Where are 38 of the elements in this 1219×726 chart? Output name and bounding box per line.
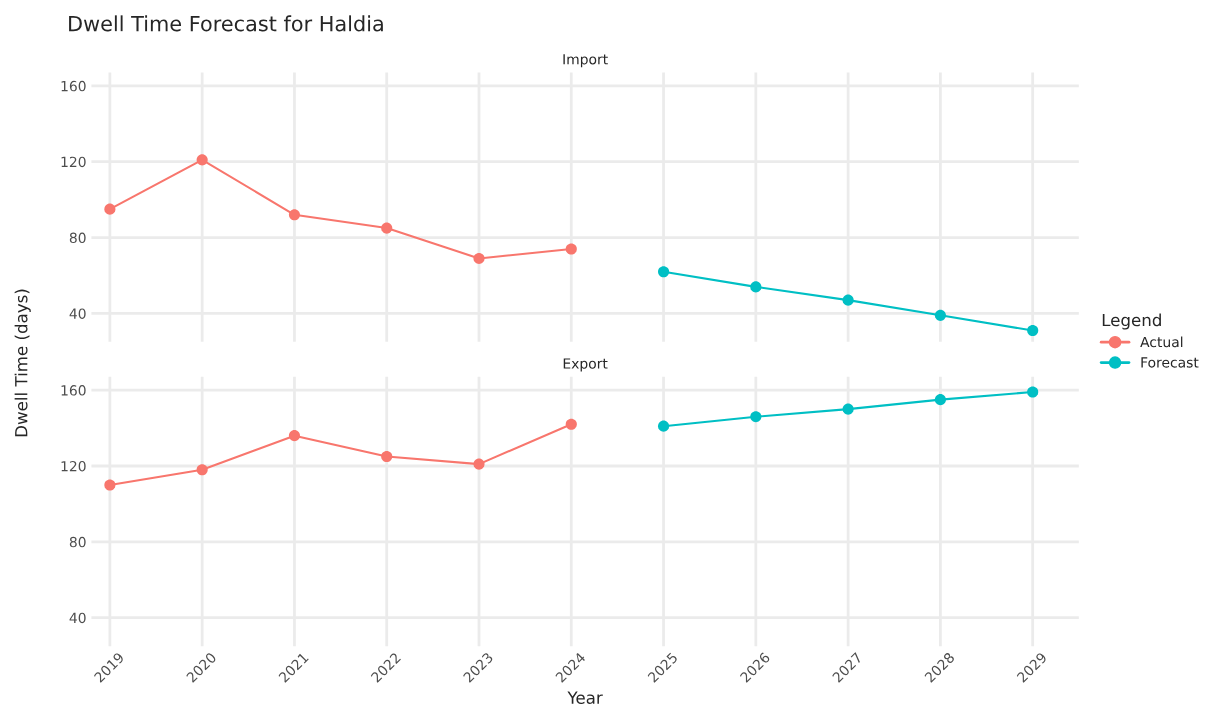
point [381,222,393,234]
chart-title: Dwell Time Forecast for Haldia [69,15,383,32]
legend-title: Legend [1102,313,1161,330]
point [565,243,577,255]
point [104,203,116,215]
point [288,209,300,221]
point [196,154,208,166]
y-tick-label: 160 [61,385,86,396]
point [288,430,300,442]
point [473,458,485,470]
y-tick-label: 40 [69,612,86,624]
point [842,403,854,415]
point [658,266,670,278]
point [934,309,946,321]
point [381,450,393,463]
point [104,479,116,491]
y-tick-label: 40 [69,308,86,319]
point [473,252,485,264]
point [196,464,208,476]
point [1027,386,1039,398]
y-tick-label: 80 [69,536,86,548]
y-tick-label: 120 [61,156,86,168]
x-axis-title: Year [567,691,603,704]
point [1027,324,1039,337]
chart-subtitle: Export [563,358,608,372]
legend-label: Actual [1140,336,1183,348]
y-tick-label: 80 [69,232,86,244]
point [565,418,577,430]
point [842,294,854,306]
point [658,420,670,432]
point [934,394,946,406]
y-tick-label: 160 [61,80,86,92]
y-tick-label: 120 [61,460,86,472]
chart-subtitle: Import [563,54,608,68]
point [750,411,762,423]
point [750,281,762,293]
legend-label: Forecast [1141,357,1199,368]
y-axis-title: Dwell Time (days) [14,289,31,437]
